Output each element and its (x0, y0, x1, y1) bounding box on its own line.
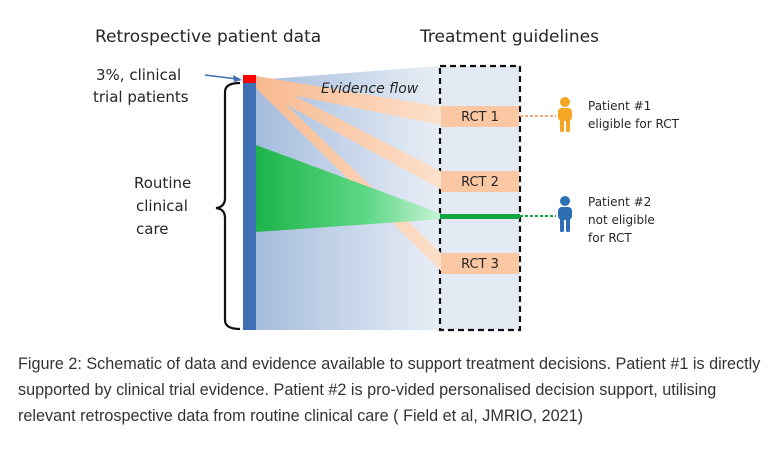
rct2-label: RCT 2 (461, 175, 499, 190)
clinical-trial-marker (243, 75, 256, 83)
rct1-box (441, 106, 519, 127)
rct1-label: RCT 1 (461, 110, 499, 125)
guideline-column (438, 64, 522, 332)
patient1-label: Patient #1 eligible for RCT (588, 99, 680, 131)
header-retrospective-data: Retrospective patient data (95, 27, 321, 47)
rct3-label: RCT 3 (461, 257, 499, 272)
rct2-box (441, 171, 519, 192)
evidence-beam-rct1 (256, 76, 442, 125)
figure-caption: Figure 2: Schematic of data and evidence… (18, 355, 761, 425)
routine-care-wedge (256, 145, 442, 232)
evidence-flow-label: Evidence flow (321, 81, 419, 97)
routine-care-bracket (215, 81, 241, 331)
routine-care-guideline-line (440, 214, 520, 219)
patient2-label: Patient #2 not eligible for RCT (588, 195, 659, 245)
routine-care-label: Routine clinical care (134, 174, 196, 238)
clinical-trial-label: 3%, clinical trial patients (93, 66, 189, 106)
person-icon-blue (558, 196, 572, 232)
header-treatment-guidelines: Treatment guidelines (419, 27, 599, 47)
rct3-box (441, 253, 519, 274)
retrospective-data-bar (243, 76, 256, 330)
evidence-schematic: Retrospective patient data Treatment gui… (93, 27, 680, 332)
person-icon-orange (558, 97, 572, 132)
trial-pointer-arrow (204, 74, 238, 80)
evidence-beam-rct3 (256, 76, 442, 272)
trial-pointer-arrowhead (233, 75, 242, 82)
evidence-beam-rct2 (256, 76, 442, 190)
